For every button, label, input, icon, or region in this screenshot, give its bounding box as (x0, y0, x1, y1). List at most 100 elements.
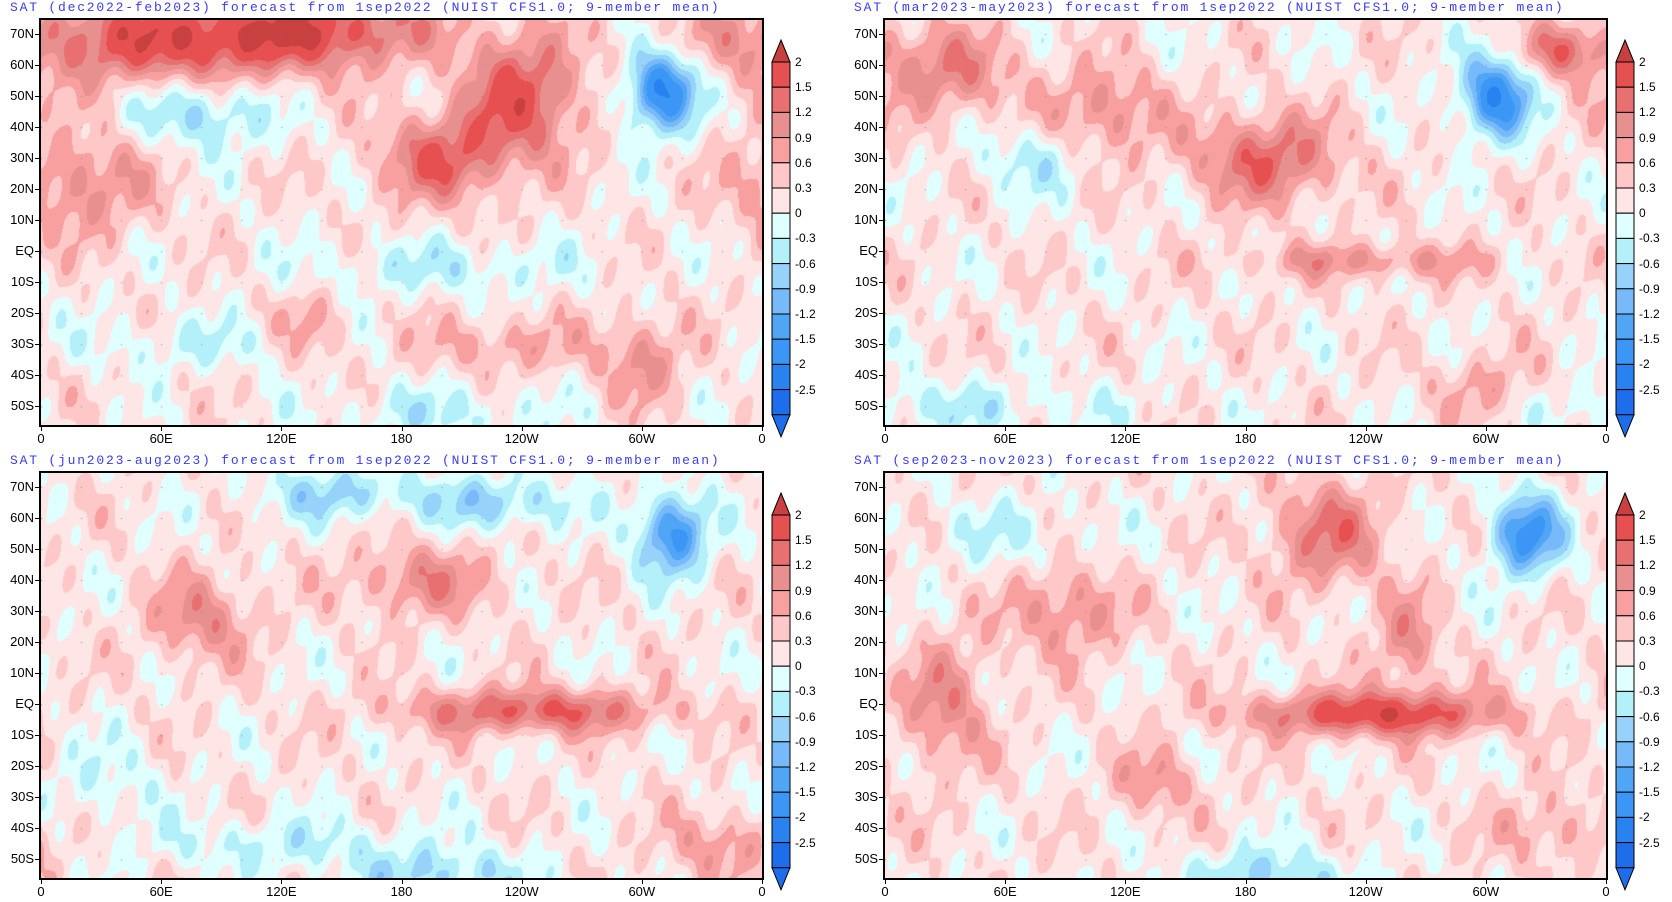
lat-label: 30N (10, 150, 34, 166)
lat-tick (879, 735, 884, 737)
anomaly-field (885, 20, 1606, 425)
lat-tick (879, 549, 884, 551)
lat-label: 30S (10, 789, 34, 805)
colorbar-min-arrow (1615, 867, 1635, 891)
colorbar-min-arrow (771, 867, 791, 891)
lat-tick (35, 859, 40, 861)
lat-label: EQ (859, 696, 878, 712)
panel-son: SAT (sep2023-nov2023) forecast from 1sep… (844, 453, 1672, 902)
lon-tick (762, 879, 763, 884)
lat-tick (35, 828, 40, 830)
colorbar-box (771, 162, 791, 189)
colorbar-box (1615, 539, 1635, 566)
colorbar-label: -1.2 (795, 307, 816, 321)
colorbar-label: 2 (1639, 55, 1646, 69)
lon-tick (885, 879, 886, 884)
lat-label: EQ (15, 243, 34, 259)
lat-label: 10N (854, 212, 878, 228)
lon-tick (1125, 426, 1127, 431)
lat-label: 50N (10, 541, 34, 557)
colorbar-box (1615, 263, 1635, 290)
panel-title: SAT (dec2022-feb2023) forecast from 1sep… (10, 0, 721, 15)
colorbar-box (1615, 288, 1635, 315)
lat-label: 20N (10, 634, 34, 650)
colorbar-box (771, 313, 791, 340)
colorbar-label: -0.3 (1639, 231, 1660, 246)
lat-label: 40S (854, 820, 878, 836)
colorbar-label: -1.2 (1639, 760, 1660, 774)
lon-label: 120E (266, 431, 297, 446)
colorbar-label: 0.3 (1639, 181, 1656, 195)
colorbar-box (1615, 690, 1635, 718)
lat-tick (35, 406, 40, 408)
lat-tick (879, 486, 884, 488)
lon-label: 180 (390, 431, 413, 446)
lat-tick (879, 96, 884, 98)
lon-label: 120E (1110, 431, 1141, 446)
lat-label: 30S (854, 789, 878, 805)
colorbar-label: -0.3 (795, 684, 816, 699)
lon-label: 0 (37, 431, 45, 446)
colorbar-box (1615, 111, 1635, 139)
lon-label: 120E (1110, 884, 1141, 899)
lat-tick (879, 580, 884, 582)
lat-tick (35, 158, 40, 160)
colorbar-max-arrow (1615, 492, 1635, 516)
colorbar-label: 1.2 (1639, 105, 1656, 120)
anomaly-field (885, 473, 1606, 878)
colorbar-box (1615, 212, 1635, 239)
lat-tick (879, 65, 884, 66)
lat-tick (35, 313, 40, 315)
colorbar-label: -2.5 (795, 835, 816, 850)
lat-label: 40S (10, 820, 34, 836)
lon-label: 60W (628, 431, 656, 446)
colorbar-label: 0.9 (1639, 130, 1656, 145)
colorbar-label: 1.2 (1639, 558, 1656, 573)
colorbar-box (1615, 615, 1635, 642)
colorbar-label: -0.6 (1639, 256, 1660, 271)
lon-label: 120E (266, 884, 297, 899)
lat-label: 50S (10, 851, 34, 867)
lat-label: 70N (10, 478, 34, 494)
colorbar-box (1615, 791, 1635, 818)
lat-tick (35, 127, 40, 129)
lat-tick (35, 282, 40, 284)
panel-title: SAT (mar2023-may2023) forecast from 1sep… (854, 0, 1565, 15)
lon-tick (161, 426, 163, 431)
lat-label: 50N (10, 88, 34, 104)
colorbar-label: 0.6 (1639, 608, 1656, 623)
colorbar-box (1615, 766, 1635, 793)
colorbar-box (771, 766, 791, 793)
colorbar-label: -0.9 (1639, 281, 1660, 296)
lat-label: 20S (854, 305, 878, 321)
lat-tick (879, 704, 884, 706)
lat-tick (35, 251, 40, 253)
lat-label: 10N (10, 665, 34, 681)
lon-tick (41, 426, 42, 431)
colorbar-box (771, 86, 791, 113)
colorbar-label: 1.5 (1639, 533, 1656, 548)
colorbar-box (1615, 86, 1635, 113)
lon-label: 60W (1472, 884, 1500, 899)
colorbar-box (1615, 338, 1635, 365)
colorbar-label: -0.6 (1639, 709, 1660, 724)
lat-tick (879, 251, 884, 253)
colorbar-label: 1.5 (795, 80, 812, 95)
lon-label: 60E (149, 884, 173, 899)
colorbar-label: -1.2 (795, 760, 816, 774)
lat-label: 30S (10, 336, 34, 352)
lon-label: 60E (149, 431, 173, 446)
lat-label: 40N (10, 572, 34, 588)
colorbar-label: -2 (795, 357, 806, 372)
sat-anomaly-map (883, 471, 1608, 880)
colorbar-label: 2 (1639, 508, 1646, 522)
lon-tick (1485, 879, 1487, 884)
lon-tick (41, 879, 42, 884)
colorbar-box (1615, 816, 1635, 844)
lat-tick (35, 33, 40, 35)
colorbar-label: 0.9 (795, 583, 812, 598)
lat-tick (35, 673, 40, 675)
lat-tick (879, 797, 884, 799)
lat-label: 10S (854, 274, 878, 290)
lat-tick (35, 96, 40, 98)
